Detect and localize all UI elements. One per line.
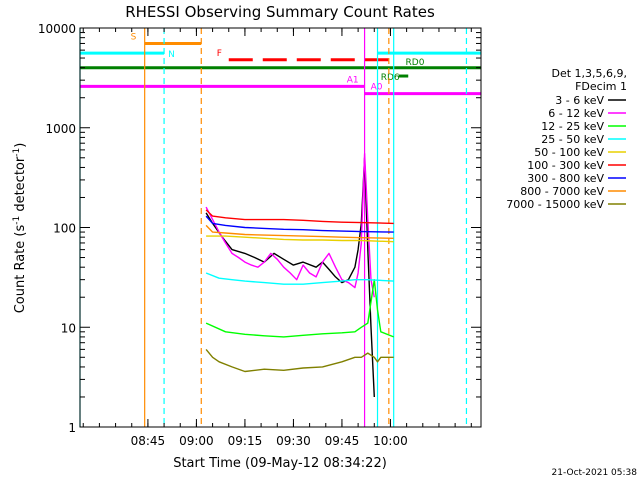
series-line-2 [205, 279, 394, 338]
series-layer [205, 152, 394, 398]
legend-label-4: 50 - 100 keV [534, 146, 604, 159]
series-line-6 [205, 215, 394, 233]
series-line-5 [205, 209, 394, 225]
flag-label-f: F [217, 49, 222, 59]
y-tick-label-0: 1 [68, 421, 76, 435]
y-axis-label-main: Count Rate (s [13, 225, 28, 314]
series-line-1 [205, 152, 375, 298]
flag-lines-layer: S N F RD6 A1 A0 RD0 [80, 32, 481, 96]
x-tick-label-5: 10:00 [373, 434, 408, 448]
series-line-4 [206, 235, 394, 243]
y-axis-label-end: ) [13, 143, 28, 148]
y-axis-label-sup1: -1 [12, 216, 22, 225]
x-tick-label-4: 09:45 [325, 434, 360, 448]
flag-label-rd6: RD6 [381, 73, 400, 83]
y-tick-label-3: 1000 [45, 122, 76, 136]
flag-label-n: N [168, 50, 175, 60]
y-tick-label-1: 10 [61, 321, 76, 335]
legend-label-0: 3 - 6 keV [555, 94, 604, 107]
y-tick-label-4: 10000 [38, 22, 76, 36]
x-axis-label: Start Time (09-May-12 08:34:22) [173, 456, 387, 471]
x-axis: 08:45 09:00 09:15 09:30 09:45 10:00 [82, 28, 472, 448]
legend-label-3: 25 - 50 keV [541, 133, 604, 146]
flag-label-a1: A1 [347, 75, 359, 85]
timestamp: 21-Oct-2021 05:38 [552, 468, 638, 478]
legend-label-6: 300 - 800 keV [527, 172, 604, 185]
legend-header-1: FDecim 1 [575, 80, 627, 93]
y-axis-label-mid: detector [13, 156, 28, 216]
y-axis-label: Count Rate (s-1 detector-1) [12, 143, 28, 314]
y-tick-label-2: 100 [53, 222, 76, 236]
x-tick-label-3: 09:30 [276, 434, 311, 448]
series-line-8 [205, 348, 394, 373]
legend-label-7: 800 - 7000 keV [520, 185, 604, 198]
series-line-3 [205, 272, 394, 285]
legend-label-2: 12 - 25 keV [541, 120, 604, 133]
legend-label-8: 7000 - 15000 keV [506, 198, 604, 211]
x-tick-label-2: 09:15 [228, 434, 263, 448]
x-tick-label-1: 09:00 [179, 434, 214, 448]
legend-label-1: 6 - 12 keV [548, 107, 604, 120]
legend-header-0: Det 1,3,5,6,9, [551, 67, 627, 80]
flag-label-rd0: RD0 [406, 58, 425, 68]
chart-title: RHESSI Observing Summary Count Rates [125, 3, 435, 21]
y-axis: 1 10 100 1000 10000 [38, 22, 481, 435]
series-line-7 [205, 224, 394, 239]
legend-label-5: 100 - 300 keV [527, 159, 604, 172]
x-tick-label-0: 08:45 [131, 434, 166, 448]
y-axis-label-sup2: -1 [12, 148, 22, 157]
flag-label-s: S [131, 32, 137, 42]
flag-label-a0: A0 [371, 83, 383, 93]
